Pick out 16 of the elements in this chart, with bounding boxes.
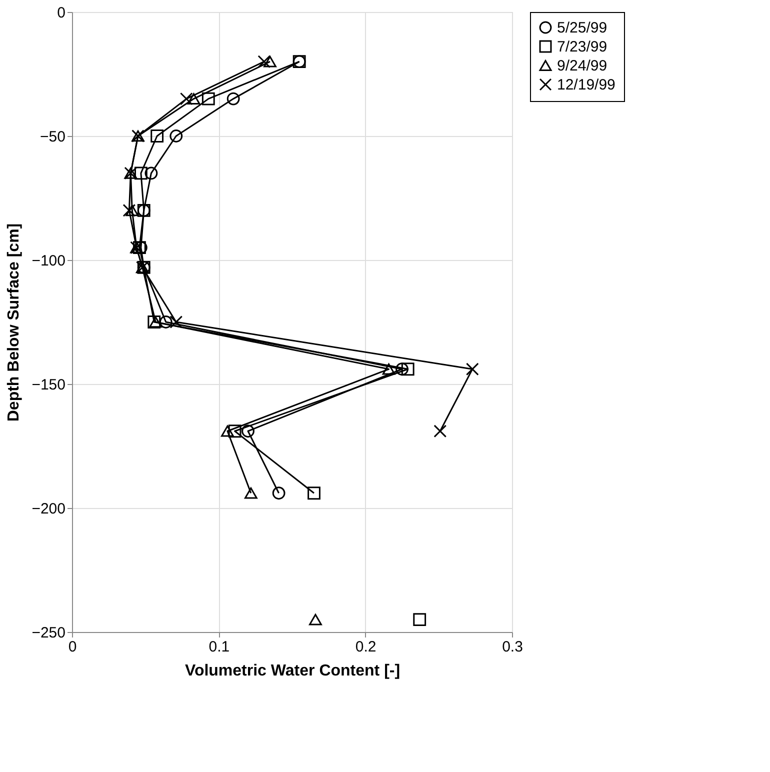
legend-label: 9/24/99 xyxy=(557,58,608,74)
x-tick-label: 0.2 xyxy=(355,638,376,656)
x-tick-label: 0.1 xyxy=(208,638,230,656)
y-tick-label: −150 xyxy=(32,376,66,394)
x-tick-label: 0 xyxy=(68,638,77,656)
x-axis-title: Volumetric Water Content [-] xyxy=(184,662,400,680)
x-tick-label: 0.3 xyxy=(502,638,523,656)
y-axis-title: Depth Below Surface [cm] xyxy=(6,223,23,422)
y-tick-label: −250 xyxy=(32,624,66,642)
y-tick-label: −50 xyxy=(40,128,66,146)
y-tick-label: 0 xyxy=(57,4,66,22)
legend-label: 12/19/99 xyxy=(557,76,616,94)
legend-label: 7/23/99 xyxy=(557,38,608,56)
y-tick-label: −200 xyxy=(32,500,66,518)
legend-label: 5/25/99 xyxy=(557,20,608,36)
y-tick-label: −100 xyxy=(32,252,66,270)
